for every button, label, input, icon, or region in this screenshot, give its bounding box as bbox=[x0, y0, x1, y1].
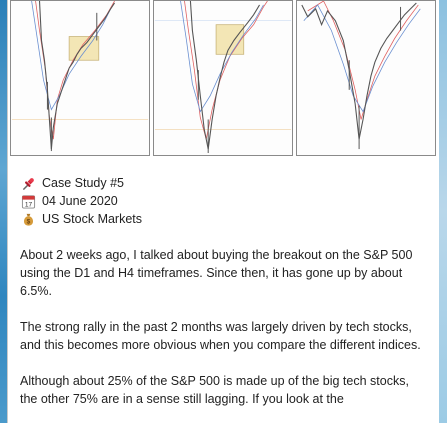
price-chart-1 bbox=[11, 1, 149, 152]
svg-text:$: $ bbox=[26, 218, 30, 225]
case-study-label: Case Study #5 bbox=[42, 176, 124, 190]
case-study-row: Case Study #5 bbox=[20, 174, 430, 192]
paragraph-1: About 2 weeks ago, I talked about buying… bbox=[20, 248, 413, 298]
post-meta: Case Study #5 17 04 June 2020 $ US Stock bbox=[20, 174, 430, 228]
paragraph-3: Although about 25% of the S&P 500 is mad… bbox=[20, 374, 409, 406]
post-body: About 2 weeks ago, I talked about buying… bbox=[20, 246, 428, 423]
date-row: 17 04 June 2020 bbox=[20, 192, 430, 210]
paragraph-2: The strong rally in the past 2 months wa… bbox=[20, 320, 421, 352]
chart-thumbnail-2[interactable] bbox=[153, 0, 293, 156]
post-date: 04 June 2020 bbox=[42, 194, 118, 208]
calendar-icon: 17 bbox=[20, 193, 36, 209]
calendar-icon-day: 17 bbox=[24, 201, 32, 208]
window-edge-right bbox=[439, 0, 447, 423]
price-chart-3 bbox=[301, 1, 421, 150]
market-row: $ US Stock Markets bbox=[20, 210, 430, 228]
market-label: US Stock Markets bbox=[42, 212, 143, 226]
window-edge-left bbox=[0, 0, 7, 423]
chart-strip bbox=[10, 0, 436, 156]
chart-thumbnail-1[interactable] bbox=[10, 0, 150, 156]
chart-thumbnail-3[interactable] bbox=[296, 0, 436, 156]
post-card: Case Study #5 17 04 June 2020 $ US Stock bbox=[7, 0, 439, 423]
pushpin-icon bbox=[20, 175, 36, 191]
price-chart-2 bbox=[154, 1, 292, 154]
money-bag-icon: $ bbox=[20, 211, 36, 227]
